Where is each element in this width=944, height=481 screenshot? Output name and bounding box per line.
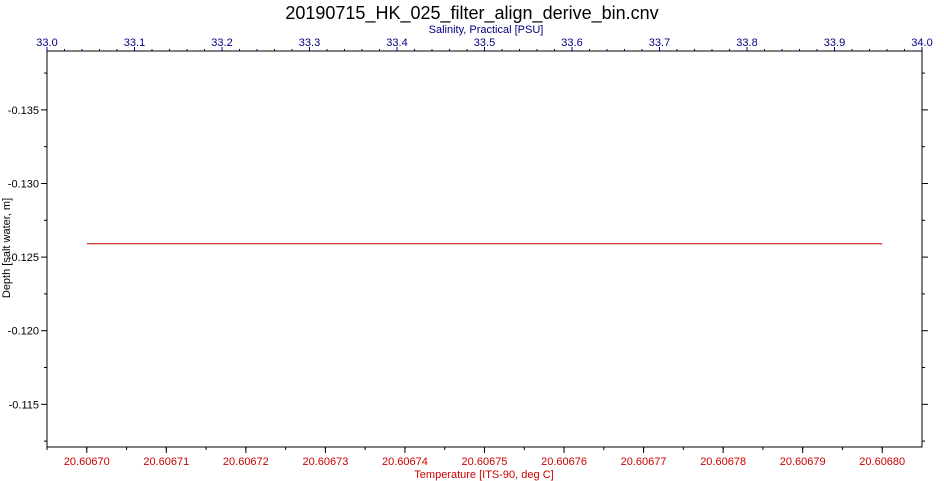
depth-tick-label: -0.130: [8, 178, 39, 190]
temperature-tick-label: 20.60677: [621, 456, 667, 468]
salinity-tick-label: 33.6: [561, 37, 582, 49]
salinity-axis-label: Salinity, Practical [PSU]: [429, 24, 544, 36]
salinity-tick-label: 33.7: [649, 37, 670, 49]
depth-tick-label: -0.125: [8, 252, 39, 264]
temperature-tick-label: 20.60670: [64, 456, 110, 468]
salinity-tick-label: 33.9: [824, 37, 845, 49]
temperature-axis-label: Temperature [ITS-90, deg C]: [414, 469, 553, 481]
temperature-tick-label: 20.60672: [223, 456, 269, 468]
depth-tick-label: -0.115: [9, 399, 39, 411]
salinity-tick-label: 33.2: [211, 37, 232, 49]
temperature-tick-label: 20.60671: [143, 456, 189, 468]
temperature-tick-label: 20.60680: [859, 456, 905, 468]
temperature-tick-label: 20.60675: [462, 456, 508, 468]
salinity-tick-label: 33.3: [299, 37, 320, 49]
depth-tick-label: -0.135: [8, 105, 39, 117]
salinity-tick-label: 33.1: [124, 37, 145, 49]
temperature-tick-label: 20.60673: [302, 456, 348, 468]
temperature-tick-label: 20.60678: [700, 456, 746, 468]
salinity-tick-label: 33.4: [386, 37, 407, 49]
chart-title: 20190715_HK_025_filter_align_derive_bin.…: [285, 3, 658, 24]
plot-area: [46, 50, 923, 448]
depth-tick-label: -0.120: [8, 326, 39, 338]
temperature-tick-label: 20.60674: [382, 456, 428, 468]
salinity-tick-label: 33.8: [736, 37, 757, 49]
salinity-tick-label: 34.0: [911, 37, 932, 49]
salinity-tick-label: 33.0: [36, 37, 57, 49]
temperature-tick-label: 20.60676: [541, 456, 587, 468]
salinity-tick-label: 33.5: [474, 37, 495, 49]
depth-axis-label: Depth [salt water, m]: [1, 198, 13, 298]
temperature-tick-label: 20.60679: [780, 456, 826, 468]
